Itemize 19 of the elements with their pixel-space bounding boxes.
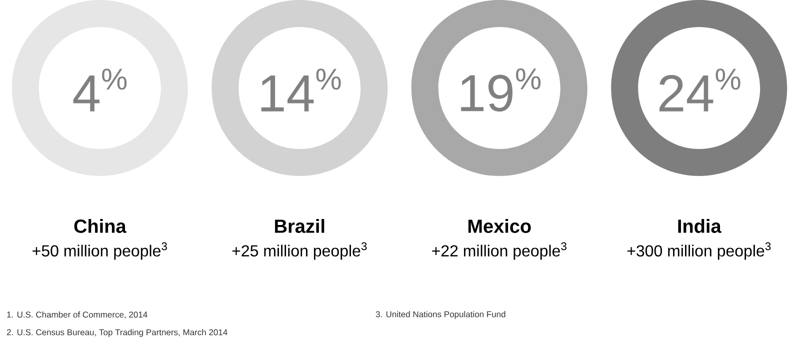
category-label: Brazil [275,219,324,233]
text: 3. United Nations Population Fund [376,311,506,319]
text: % [716,68,740,90]
data-label: 24 [659,75,714,112]
category-label: China [74,219,126,233]
text: 1. U.S. Chamber of Commerce, 2014 [7,311,148,319]
category-label: India [678,219,722,233]
text: % [316,68,341,90]
text: +50 million people$^{3}$ [32,242,167,260]
data-label: 4 [73,76,100,112]
text: % [102,68,127,90]
text: +300 million people$^{3}$ [627,242,771,260]
data-label: 14 [261,76,314,112]
text: 2. U.S. Census Bureau, Top Trading Partners, March 2014 [6,329,228,337]
text: +22 million people$^{3}$ [432,242,566,260]
data-label: 19 [461,74,512,112]
category-label: Mexico [468,219,531,233]
text: % [516,68,541,90]
text: +25 million people$^{3}$ [232,242,367,260]
